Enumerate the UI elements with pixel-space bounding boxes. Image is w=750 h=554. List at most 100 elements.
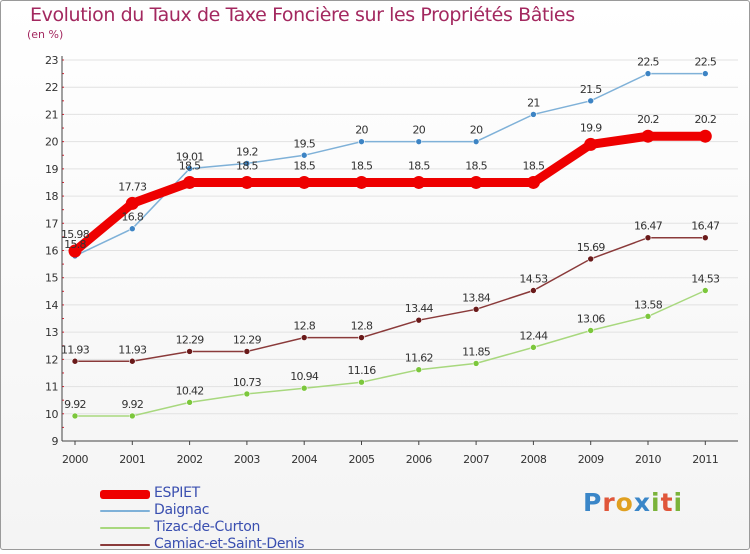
x-tick-label: 2000 [62,453,88,466]
data-point [412,175,426,189]
data-label: 11.85 [462,345,491,358]
logo-letter: P [583,488,603,517]
y-tick-label: 23 [45,54,58,67]
x-tick-label: 2001 [119,453,145,466]
x-tick-label: 2009 [578,453,604,466]
data-label: 21.5 [580,83,602,96]
data-point [641,129,655,143]
data-point [415,138,423,145]
data-label: 21 [527,96,540,109]
proxiti-logo: Proxiti [583,488,683,517]
data-point [129,357,136,365]
data-label: 10.73 [233,376,262,389]
data-label: 19.9 [580,121,602,134]
data-label: 20.2 [694,113,716,126]
data-label: 16.47 [634,220,663,233]
data-label: 15.98 [61,228,90,241]
data-point [240,175,254,189]
data-point [129,225,136,233]
legend-label: ESPIET [154,485,200,501]
logo-letter: o [615,488,634,517]
data-label: 18.5 [351,159,373,172]
data-point [129,412,136,420]
series-line-Daignac [74,72,706,257]
data-point [530,287,537,294]
x-tick-label: 2003 [234,453,260,466]
data-label: 15.69 [577,241,606,254]
data-point [472,360,480,367]
data-label: 13.44 [405,302,434,315]
data-point [243,348,251,355]
data-label: 18.5 [293,159,315,172]
data-point [587,327,595,334]
data-label: 14.53 [691,273,720,286]
logo-letter: t [660,488,674,517]
data-label: 10.94 [290,370,319,383]
data-point [358,138,365,145]
data-point [472,305,480,313]
data-label: 22.5 [694,56,716,69]
y-tick-label: 11 [45,381,58,394]
logo-letter: i [673,488,684,517]
data-point [68,244,82,258]
data-label: 18.5 [523,159,545,172]
legend-swatch [100,489,150,499]
unit-label: (en %) [27,28,64,41]
data-point [415,316,423,324]
x-tick-label: 2006 [406,453,432,466]
legend-label: Camiac-et-Saint-Denis [154,536,305,552]
data-point [125,196,139,210]
data-point [530,344,537,351]
data-label: 12.8 [351,320,373,333]
data-point [358,378,365,386]
data-label: 16.8 [121,211,143,224]
data-point [300,334,308,341]
y-tick-label: 17 [45,217,58,230]
data-label: 10.42 [176,384,204,397]
data-label: 20 [470,124,483,137]
data-point [469,175,483,189]
data-label: 11.62 [405,352,433,365]
data-label: 14.53 [519,273,548,286]
data-point [644,70,652,77]
x-tick-label: 2011 [692,453,718,466]
series-line-ESPIET [70,131,710,256]
data-label: 15.8 [64,238,86,251]
data-point [358,334,365,341]
legend-swatch [100,544,150,546]
y-tick-label: 10 [45,408,58,421]
y-tick-label: 14 [45,299,58,312]
data-point [183,175,197,189]
data-label: 13.06 [577,313,606,326]
data-label: 16.47 [691,220,720,233]
chart-title: Evolution du Taux de Taxe Foncière sur l… [30,4,575,26]
y-tick-label: 15 [45,272,58,285]
legend-label: Tizac-de-Curton [154,519,261,535]
data-label: 9.92 [121,398,143,411]
data-point [584,137,598,151]
data-label: 22.5 [637,56,659,69]
data-point [701,287,709,294]
data-point [587,255,595,263]
logo-letter: i [651,488,661,517]
data-label: 18.5 [408,159,430,172]
y-tick-label: 16 [45,245,58,258]
y-tick-label: 20 [45,136,58,149]
y-tick-label: 21 [45,108,58,121]
data-point [186,165,193,172]
data-label: 11.93 [61,343,90,356]
y-tick-label: 13 [45,326,58,339]
series-line-Tizac-de-Curton [75,289,706,417]
logo-letter: x [633,488,651,517]
logo-letter: r [602,488,616,517]
data-label: 18.5 [465,159,487,172]
legend-swatch [100,510,150,512]
data-point [243,390,251,398]
data-point [472,138,480,145]
data-label: 13.58 [634,298,663,311]
data-point [644,313,652,320]
y-tick-label: 12 [45,353,58,366]
data-point [300,151,308,159]
data-label: 18.5 [179,159,201,172]
series-line-Camiac-et-Saint-Denis [75,236,706,363]
